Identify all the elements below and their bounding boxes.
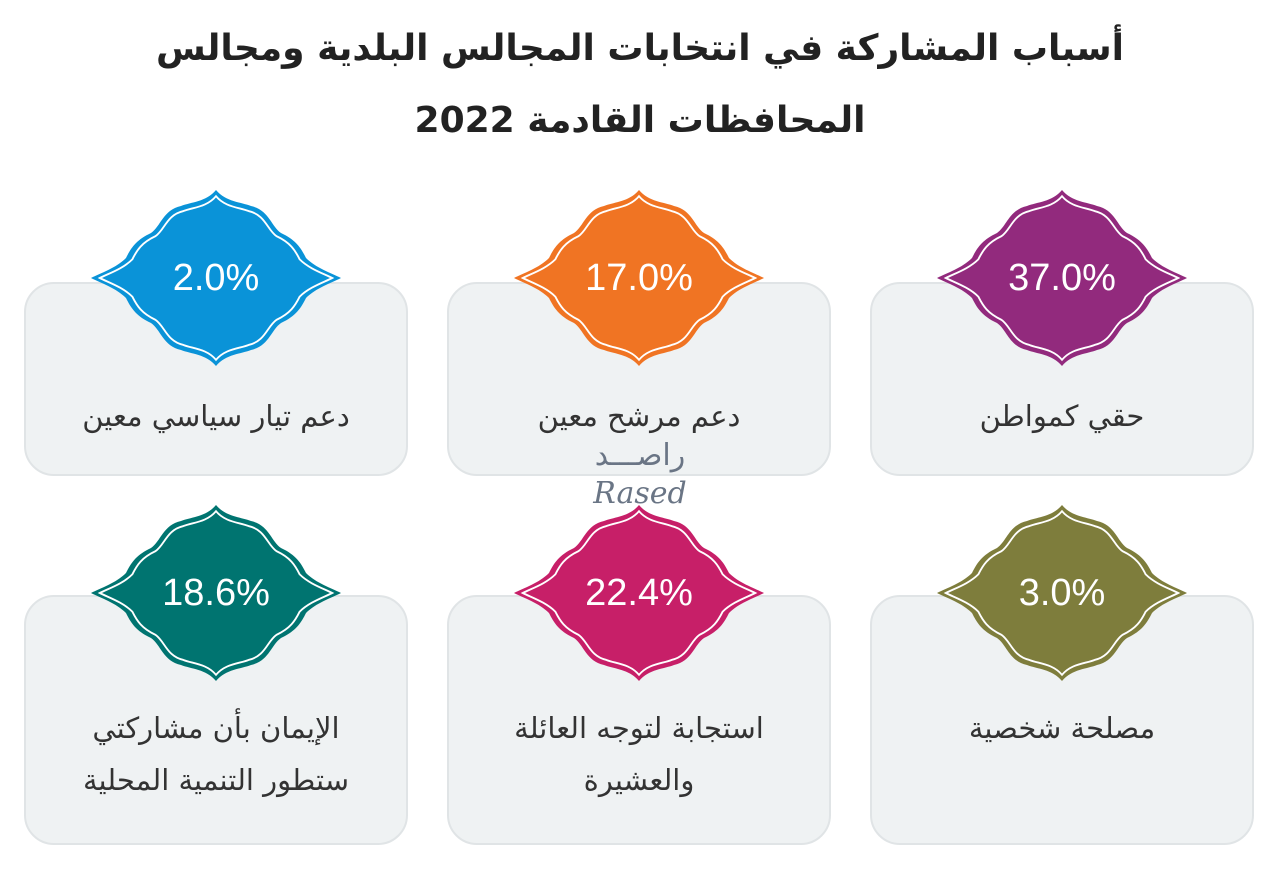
reason-label: دعم مرشح معين — [537, 399, 741, 433]
ornament-shape — [514, 505, 764, 681]
percentage-value: 2.0% — [172, 256, 260, 299]
ornament-shape — [91, 505, 341, 681]
percentage-badge: 22.4% — [512, 503, 766, 683]
percentage-value: 17.0% — [585, 256, 693, 299]
watermark-arabic: راصـــد — [594, 438, 686, 473]
percentage-value: 37.0% — [1008, 256, 1116, 299]
percentage-value: 3.0% — [1018, 571, 1106, 614]
reason-label: حقي كمواطن — [979, 399, 1145, 433]
ornament-shape — [937, 190, 1187, 366]
watermark-latin: Rased — [593, 476, 687, 511]
percentage-badge: 17.0% — [512, 188, 766, 368]
percentage-value: 22.4% — [585, 571, 693, 614]
reason-label: الإيمان بأن مشاركتي ستطور التنمية المحلي… — [83, 711, 349, 797]
reason-label: دعم تيار سياسي معين — [82, 399, 350, 433]
reason-label: مصلحة شخصية — [968, 711, 1156, 745]
ornament-shape — [91, 190, 341, 366]
ornament-shape — [937, 505, 1187, 681]
reason-label: استجابة لتوجه العائلة والعشيرة — [514, 711, 764, 797]
percentage-badge: 2.0% — [89, 188, 343, 368]
title-line-2: المحافظات القادمة 2022 — [414, 100, 866, 141]
percentage-value: 18.6% — [162, 571, 270, 614]
percentage-badge: 37.0% — [935, 188, 1189, 368]
title-line-1: أسباب المشاركة في انتخابات المجالس البلد… — [156, 28, 1124, 69]
ornament-shape — [514, 190, 764, 366]
percentage-badge: 3.0% — [935, 503, 1189, 683]
percentage-badge: 18.6% — [89, 503, 343, 683]
